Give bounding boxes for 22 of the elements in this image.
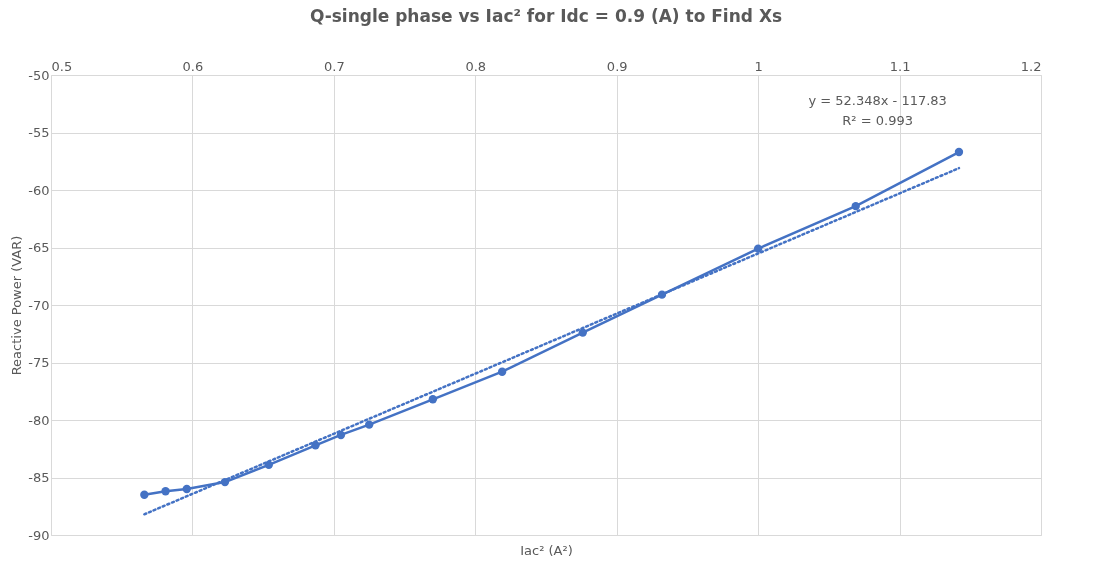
y-tick-label: -65 xyxy=(28,240,50,255)
y-tick-label: -75 xyxy=(28,355,50,370)
x-tick-label: 1.1 xyxy=(889,58,911,74)
y-tick-label: -90 xyxy=(28,527,50,543)
y-tick-label: -50 xyxy=(28,67,50,83)
x-axis-title: Iac² (A²) xyxy=(520,542,573,558)
y-tick-label: -55 xyxy=(28,125,50,140)
y-tick-label: -85 xyxy=(28,470,50,485)
y-tick-label: -70 xyxy=(28,297,50,313)
x-tick-label: 0.9 xyxy=(606,58,628,74)
x-tick-label: 0.7 xyxy=(324,58,345,74)
annotation: R² = 0.993 xyxy=(842,113,913,128)
y-tick-label: -60 xyxy=(28,182,50,198)
x-tick-label: 0.8 xyxy=(465,58,487,74)
x-tick-label: 0.6 xyxy=(182,58,204,74)
x-tick-label: 1.2 xyxy=(1020,58,1042,74)
y-axis-title: Reactive Power (VAR) xyxy=(9,235,25,376)
chart-title: Q-single phase vs Iac² for Idc = 0.9 (A) to Find Xs xyxy=(309,6,783,26)
y-tick-label: -80 xyxy=(28,412,50,428)
x-tick-label: 0.5 xyxy=(51,58,73,74)
x-tick-label: 1 xyxy=(754,58,763,74)
annotation: y = 52.348x - 117.83 xyxy=(808,93,947,108)
